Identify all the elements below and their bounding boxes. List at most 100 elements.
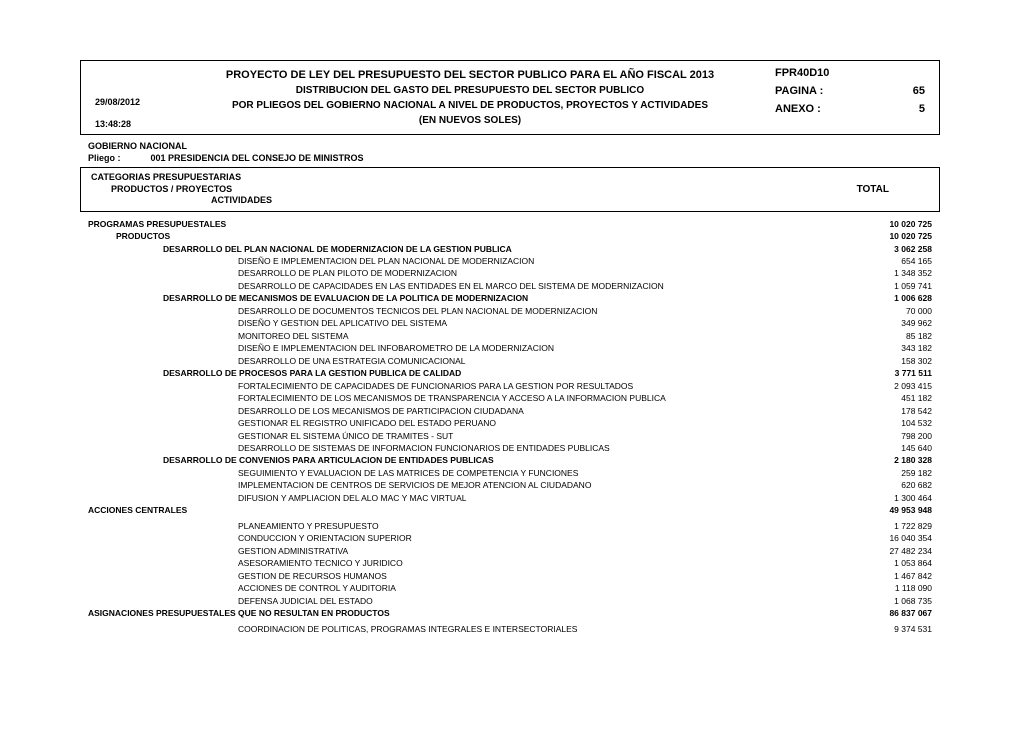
anexo-label: ANEXO : (775, 103, 821, 115)
row-label: GESTION DE RECURSOS HUMANOS (88, 571, 842, 582)
row-value: 343 182 (842, 343, 932, 354)
row-label: ACCIONES DE CONTROL Y AUDITORIA (88, 583, 842, 594)
budget-row: IMPLEMENTACION DE CENTROS DE SERVICIOS D… (80, 480, 940, 492)
budget-row: GESTIONAR EL REGISTRO UNIFICADO DEL ESTA… (80, 418, 940, 430)
row-label: ACCIONES CENTRALES (88, 505, 842, 516)
pagina-label: PAGINA : (775, 85, 823, 97)
row-label: ASESORAMIENTO TECNICO Y JURIDICO (88, 558, 842, 569)
row-value: 1 059 741 (842, 281, 932, 292)
budget-row: DESARROLLO DE CONVENIOS PARA ARTICULACIO… (80, 455, 940, 467)
row-label: PRODUCTOS (88, 231, 842, 242)
row-label: DESARROLLO DE PROCESOS PARA LA GESTION P… (88, 368, 842, 379)
cat-l3: ACTIVIDADES (91, 195, 272, 207)
budget-row: GESTIONAR EL SISTEMA ÚNICO DE TRAMITES -… (80, 430, 940, 442)
cat-l2: PRODUCTOS / PROYECTOS (91, 184, 272, 196)
row-value: 104 532 (842, 418, 932, 429)
budget-row: FORTALECIMIENTO DE CAPACIDADES DE FUNCIO… (80, 380, 940, 392)
budget-row: FORTALECIMIENTO DE LOS MECANISMOS DE TRA… (80, 393, 940, 405)
row-value: 49 953 948 (842, 505, 932, 516)
budget-row: DESARROLLO DE PROCESOS PARA LA GESTION P… (80, 368, 940, 380)
row-label: PROGRAMAS PRESUPUESTALES (88, 219, 842, 230)
budget-row: COORDINACION DE POLITICAS, PROGRAMAS INT… (80, 623, 940, 635)
row-value: 2 093 415 (842, 381, 932, 392)
row-label: DESARROLLO DEL PLAN NACIONAL DE MODERNIZ… (88, 244, 842, 255)
budget-rows: PROGRAMAS PRESUPUESTALES10 020 725PRODUC… (80, 218, 940, 635)
row-value: 1 722 829 (842, 521, 932, 532)
row-label: MONITOREO DEL SISTEMA (88, 331, 842, 342)
row-label: DESARROLLO DE UNA ESTRATEGIA COMUNICACIO… (88, 356, 842, 367)
budget-row: DESARROLLO DE MECANISMOS DE EVALUACION D… (80, 293, 940, 305)
budget-row: CONDUCCION Y ORIENTACION SUPERIOR16 040 … (80, 533, 940, 545)
pagina-value: 65 (913, 85, 925, 97)
row-value: 1 068 735 (842, 596, 932, 607)
gobierno-line: GOBIERNO NACIONAL (88, 141, 940, 151)
row-value: 9 374 531 (842, 624, 932, 635)
budget-row: DISEÑO Y GESTION DEL APLICATIVO DEL SIST… (80, 318, 940, 330)
row-value: 2 180 328 (842, 455, 932, 466)
row-value: 145 640 (842, 443, 932, 454)
budget-row: ASIGNACIONES PRESUPUESTALES QUE NO RESUL… (80, 608, 940, 620)
row-value: 16 040 354 (842, 533, 932, 544)
row-value: 10 020 725 (842, 219, 932, 230)
report-code: FPR40D10 (775, 67, 829, 79)
budget-row: DESARROLLO DE SISTEMAS DE INFORMACION FU… (80, 443, 940, 455)
row-label: DIFUSION Y AMPLIACION DEL ALO MAC Y MAC … (88, 493, 842, 504)
title-sub3: (EN NUEVOS SOLES) (175, 115, 765, 126)
row-value: 85 182 (842, 331, 932, 342)
row-value: 178 542 (842, 406, 932, 417)
row-label: DISEÑO Y GESTION DEL APLICATIVO DEL SIST… (88, 318, 842, 329)
row-label: PLANEAMIENTO Y PRESUPUESTO (88, 521, 842, 532)
title-sub1: DISTRIBUCION DEL GASTO DEL PRESUPUESTO D… (175, 85, 765, 96)
category-header-box: CATEGORIAS PRESUPUESTARIAS PRODUCTOS / P… (80, 167, 940, 212)
row-label: ASIGNACIONES PRESUPUESTALES QUE NO RESUL… (88, 608, 842, 619)
report-date: 29/08/2012 (95, 97, 140, 107)
row-value: 1 300 464 (842, 493, 932, 504)
budget-row: PLANEAMIENTO Y PRESUPUESTO1 722 829 (80, 520, 940, 532)
row-label: FORTALECIMIENTO DE LOS MECANISMOS DE TRA… (88, 393, 842, 404)
budget-row: DIFUSION Y AMPLIACION DEL ALO MAC Y MAC … (80, 492, 940, 504)
row-label: GESTIONAR EL REGISTRO UNIFICADO DEL ESTA… (88, 418, 842, 429)
category-labels: CATEGORIAS PRESUPUESTARIAS PRODUCTOS / P… (91, 172, 272, 207)
row-value: 27 482 234 (842, 546, 932, 557)
budget-row: ACCIONES CENTRALES49 953 948 (80, 505, 940, 517)
header-right-block: FPR40D10 PAGINA : 65 ANEXO : 5 (775, 67, 925, 121)
row-label: DISEÑO E IMPLEMENTACION DEL PLAN NACIONA… (88, 256, 842, 267)
budget-row: ACCIONES DE CONTROL Y AUDITORIA1 118 090 (80, 583, 940, 595)
title-sub2: POR PLIEGOS DEL GOBIERNO NACIONAL A NIVE… (175, 100, 765, 111)
row-label: DESARROLLO DE DOCUMENTOS TECNICOS DEL PL… (88, 306, 842, 317)
row-value: 86 837 067 (842, 608, 932, 619)
title-main: PROYECTO DE LEY DEL PRESUPUESTO DEL SECT… (175, 69, 765, 81)
row-label: DISEÑO E IMPLEMENTACION DEL INFOBAROMETR… (88, 343, 842, 354)
row-value: 1 006 628 (842, 293, 932, 304)
row-label: COORDINACION DE POLITICAS, PROGRAMAS INT… (88, 624, 842, 635)
budget-row: GESTION DE RECURSOS HUMANOS1 467 842 (80, 570, 940, 582)
row-label: DESARROLLO DE LOS MECANISMOS DE PARTICIP… (88, 406, 842, 417)
budget-row: DESARROLLO DE PLAN PILOTO DE MODERNIZACI… (80, 268, 940, 280)
row-value: 620 682 (842, 480, 932, 491)
row-label: DESARROLLO DE CONVENIOS PARA ARTICULACIO… (88, 455, 842, 466)
row-label: SEGUIMIENTO Y EVALUACION DE LAS MATRICES… (88, 468, 842, 479)
pliego-label: Pliego : (88, 153, 148, 163)
row-value: 1 053 864 (842, 558, 932, 569)
budget-row: DESARROLLO DEL PLAN NACIONAL DE MODERNIZ… (80, 243, 940, 255)
budget-row: DISEÑO E IMPLEMENTACION DEL INFOBAROMETR… (80, 343, 940, 355)
budget-row: DEFENSA JUDICIAL DEL ESTADO1 068 735 (80, 595, 940, 607)
row-value: 1 118 090 (842, 583, 932, 594)
row-value: 158 302 (842, 356, 932, 367)
budget-row: DESARROLLO DE LOS MECANISMOS DE PARTICIP… (80, 405, 940, 417)
row-value: 3 062 258 (842, 244, 932, 255)
row-label: DESARROLLO DE CAPACIDADES EN LAS ENTIDAD… (88, 281, 842, 292)
row-label: CONDUCCION Y ORIENTACION SUPERIOR (88, 533, 842, 544)
row-label: DEFENSA JUDICIAL DEL ESTADO (88, 596, 842, 607)
budget-row: MONITOREO DEL SISTEMA 85 182 (80, 330, 940, 342)
budget-row: DISEÑO E IMPLEMENTACION DEL PLAN NACIONA… (80, 255, 940, 267)
row-label: FORTALECIMIENTO DE CAPACIDADES DE FUNCIO… (88, 381, 842, 392)
row-value: 1 467 842 (842, 571, 932, 582)
row-label: DESARROLLO DE SISTEMAS DE INFORMACION FU… (88, 443, 842, 454)
budget-row: PROGRAMAS PRESUPUESTALES10 020 725 (80, 218, 940, 230)
cat-l1: CATEGORIAS PRESUPUESTARIAS (91, 172, 272, 184)
row-value: 70 000 (842, 306, 932, 317)
row-label: GESTION ADMINISTRATIVA (88, 546, 842, 557)
row-value: 3 771 511 (842, 368, 932, 379)
row-value: 10 020 725 (842, 231, 932, 242)
